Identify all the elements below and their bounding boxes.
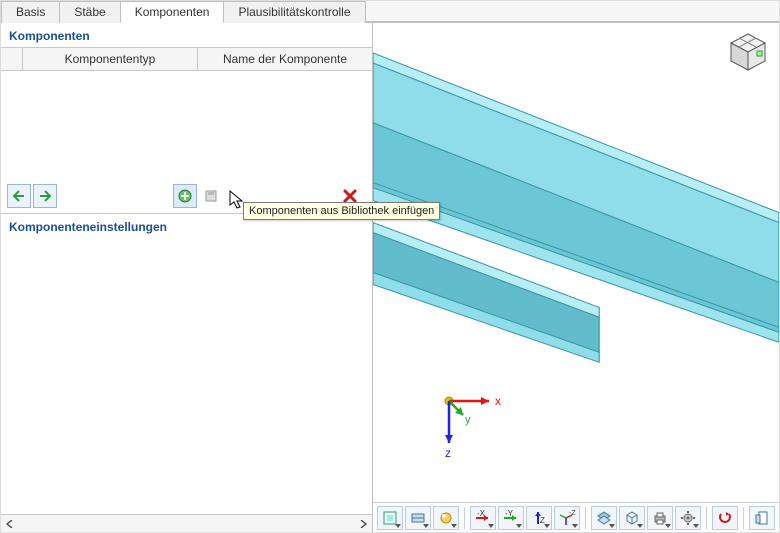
axis-iso-button[interactable]: -Z <box>554 506 580 530</box>
layer-button[interactable] <box>591 506 617 530</box>
axis-z-button[interactable]: Z <box>526 506 552 530</box>
svg-text:-Z: -Z <box>569 510 576 517</box>
grid-body[interactable] <box>1 71 372 181</box>
grid-header: Komponententyp Name der Komponente <box>1 47 372 71</box>
nav-cube-icon <box>727 31 769 73</box>
tab-label: Plausibilitätskontrolle <box>238 5 350 19</box>
svg-text:-Y: -Y <box>505 510 514 518</box>
chevron-right-icon <box>359 520 367 528</box>
grid-col-name[interactable]: Name der Komponente <box>198 48 372 70</box>
3d-viewport[interactable]: x y z <box>373 23 779 502</box>
tab-komponenten[interactable]: Komponenten <box>120 1 225 23</box>
fit-view-button[interactable] <box>377 506 403 530</box>
grid-col-typ[interactable]: Komponententyp <box>23 48 198 70</box>
print-button[interactable] <box>647 506 673 530</box>
left-panel: Komponenten Komponententyp Name der Komp… <box>1 23 373 532</box>
move-left-button[interactable] <box>7 184 31 208</box>
axis-x-label: x <box>495 394 501 408</box>
navigation-cube[interactable] <box>727 31 769 76</box>
settings-button[interactable] <box>675 506 701 530</box>
axis-x-button[interactable]: -X <box>470 506 496 530</box>
reset-button[interactable] <box>712 506 738 530</box>
grid-corner <box>1 48 23 70</box>
svg-text:-X: -X <box>477 510 486 518</box>
wireframe-button[interactable] <box>405 506 431 530</box>
tab-plausibilitaet[interactable]: Plausibilitätskontrolle <box>223 1 365 23</box>
axis-y-label: y <box>465 414 471 426</box>
reset-icon <box>717 510 733 526</box>
axis-y-button[interactable]: -Y <box>498 506 524 530</box>
tab-basis[interactable]: Basis <box>1 1 60 23</box>
toolbar-sep <box>464 507 465 529</box>
scroll-track[interactable] <box>19 519 354 529</box>
toolbar-sep-4 <box>743 507 744 529</box>
scroll-right-arrow[interactable] <box>354 516 372 532</box>
tab-label: Basis <box>16 5 45 19</box>
axis-triad-svg: x y z <box>419 371 509 461</box>
settings-area <box>1 238 372 514</box>
insert-from-library-button[interactable] <box>173 184 197 208</box>
tooltip: Komponenten aus Bibliothek einfügen <box>243 202 440 220</box>
axis-triad: x y z <box>419 371 509 464</box>
section-title-komponenten: Komponenten <box>1 23 372 47</box>
library-insert-icon <box>177 188 193 204</box>
right-panel: x y z <box>373 23 779 532</box>
render-mode-button[interactable] <box>433 506 459 530</box>
tab-label: Stäbe <box>74 5 105 19</box>
arrow-left-green-icon <box>12 189 26 203</box>
move-right-button[interactable] <box>33 184 57 208</box>
arrow-right-green-icon <box>38 189 52 203</box>
scroll-left-arrow[interactable] <box>1 516 19 532</box>
chevron-left-icon <box>6 520 14 528</box>
tab-filler <box>365 1 780 22</box>
detach-button[interactable] <box>749 506 775 530</box>
library-save-icon <box>203 188 219 204</box>
viewport-toolbar: -X -Y Z -Z <box>373 502 779 532</box>
tab-staebe[interactable]: Stäbe <box>59 1 120 23</box>
save-to-library-button[interactable] <box>199 184 223 208</box>
box-select-button[interactable] <box>619 506 645 530</box>
toolbar-sep-2 <box>585 507 586 529</box>
main-split: Komponenten Komponententyp Name der Komp… <box>1 23 779 532</box>
detach-icon <box>754 510 770 526</box>
tab-label: Komponenten <box>135 5 210 19</box>
toolbar-sep-3 <box>706 507 707 529</box>
axis-z-label: z <box>445 446 451 460</box>
horizontal-scrollbar[interactable] <box>1 514 372 532</box>
tab-bar: Basis Stäbe Komponenten Plausibilitätsko… <box>1 1 779 23</box>
app-root: Basis Stäbe Komponenten Plausibilitätsko… <box>0 0 780 533</box>
